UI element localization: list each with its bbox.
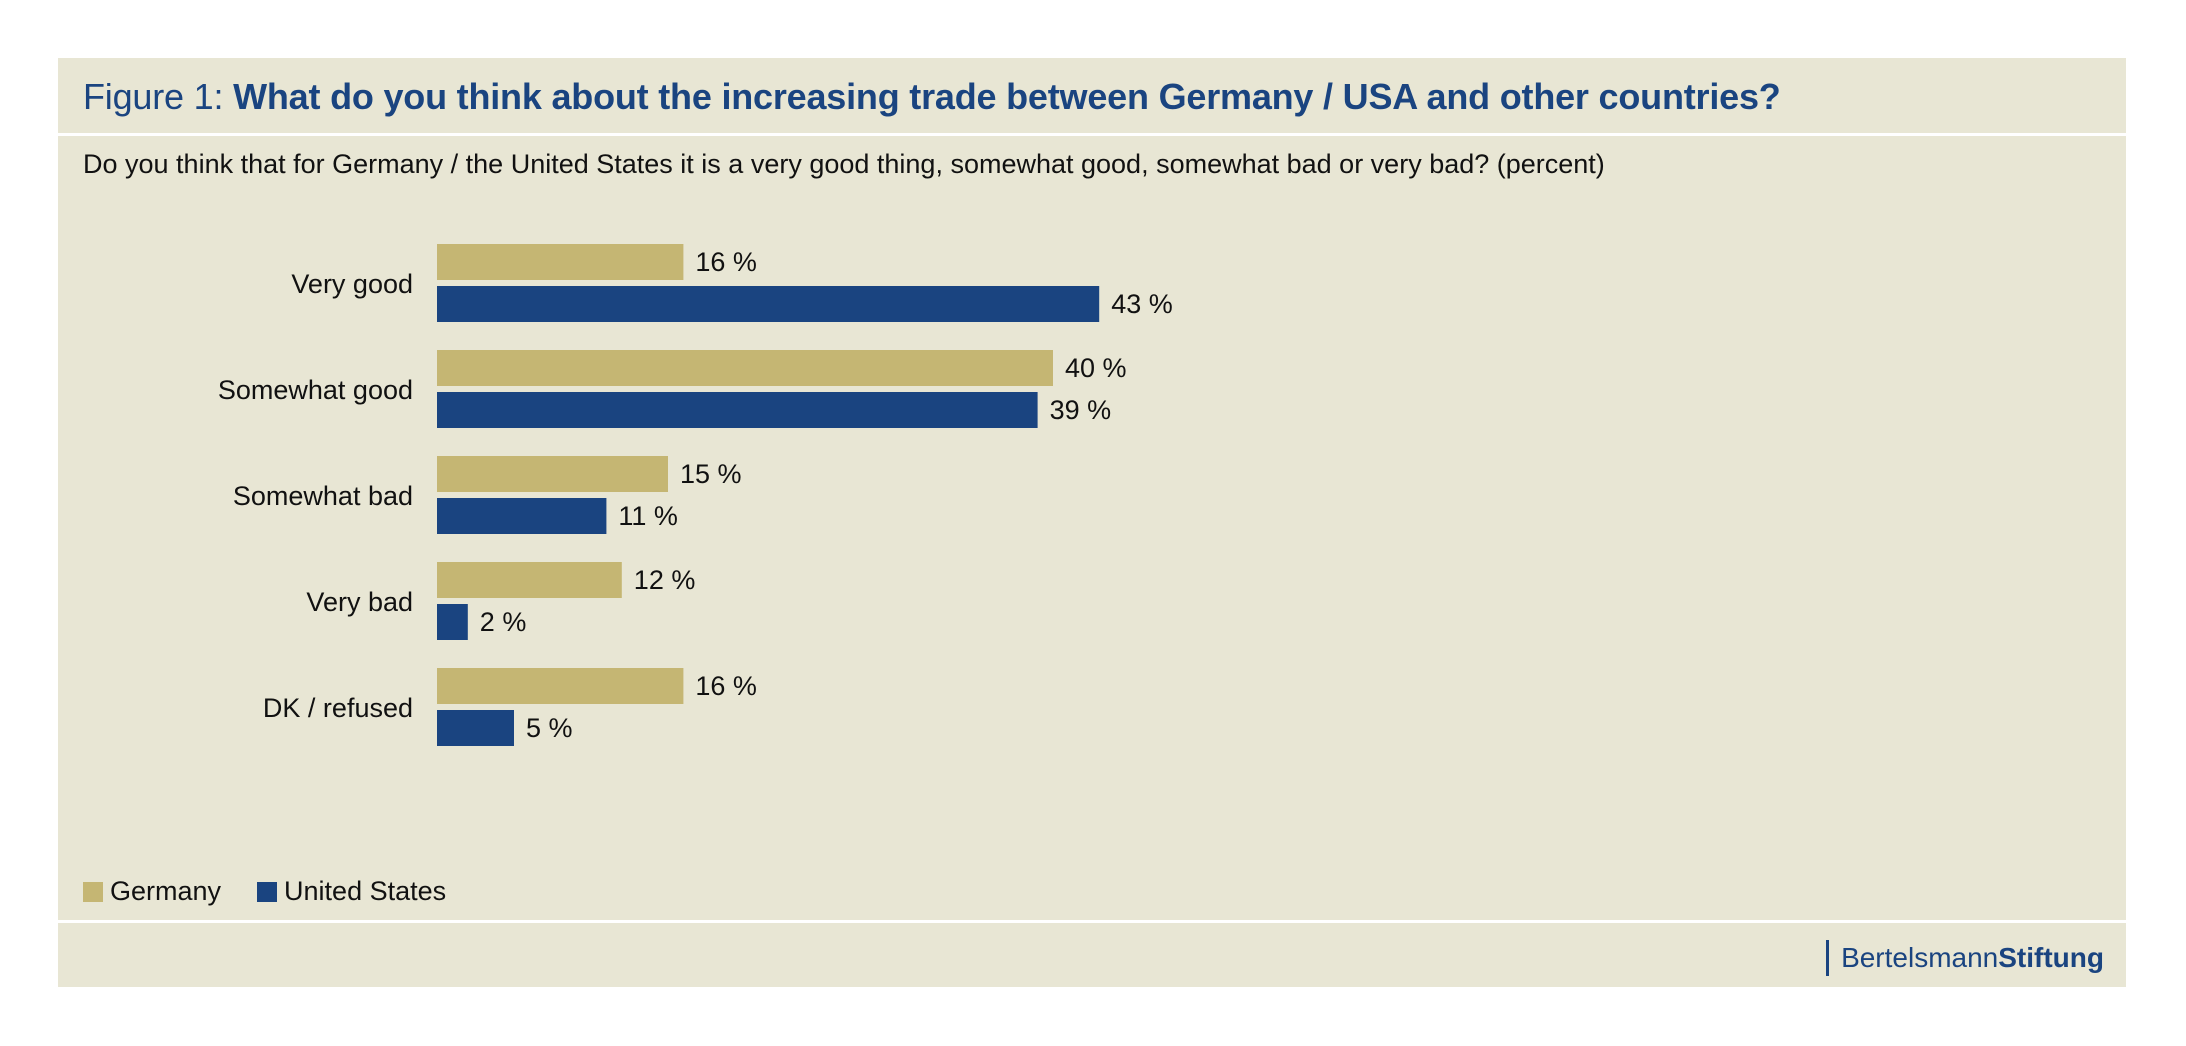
chart-legend: Germany United States bbox=[83, 876, 482, 907]
figure-title: What do you think about the increasing t… bbox=[233, 76, 1781, 117]
data-label-germany-somewhat-bad: 15 % bbox=[680, 459, 742, 489]
bertelsmann-stiftung-logo: Bertelsmann Stiftung bbox=[1826, 938, 2104, 978]
category-label-somewhat-good: Somewhat good bbox=[218, 375, 413, 405]
logo-bar bbox=[1826, 940, 1830, 976]
bar-united-states-somewhat-good bbox=[437, 392, 1038, 428]
category-label-somewhat-bad: Somewhat bad bbox=[233, 481, 413, 511]
bar-germany-somewhat-bad bbox=[437, 456, 668, 492]
legend-label-germany: Germany bbox=[110, 876, 222, 906]
data-label-germany-very-good: 16 % bbox=[695, 247, 757, 277]
data-label-united-states-very-bad: 2 % bbox=[480, 607, 527, 637]
data-label-united-states-somewhat-good: 39 % bbox=[1050, 395, 1112, 425]
legend-item-united-states: United States bbox=[257, 876, 446, 907]
category-label-very-bad: Very bad bbox=[306, 587, 413, 617]
figure-label: Figure 1: bbox=[83, 76, 224, 117]
bar-germany-very-good bbox=[437, 244, 684, 280]
bar-united-states-very-good bbox=[437, 286, 1100, 322]
legend-label-united-states: United States bbox=[284, 876, 447, 906]
bar-united-states-very-bad bbox=[437, 604, 468, 640]
logo-text-regular: Bertelsmann bbox=[1841, 942, 1999, 973]
data-label-united-states-dk-refused: 5 % bbox=[526, 713, 573, 743]
bar-germany-very-bad bbox=[437, 562, 622, 598]
bar-germany-dk-refused bbox=[437, 668, 684, 704]
logo-text-bold: Stiftung bbox=[1998, 942, 2104, 973]
category-label-dk-refused: DK / refused bbox=[263, 693, 413, 723]
title-row: Figure 1: What do you think about the in… bbox=[58, 58, 2126, 133]
footer-divider bbox=[58, 920, 2126, 923]
bar-united-states-dk-refused bbox=[437, 710, 514, 746]
chart-subtitle: Do you think that for Germany / the Unit… bbox=[83, 149, 1605, 179]
data-label-united-states-somewhat-bad: 11 % bbox=[618, 501, 678, 531]
bar-chart: Very good 16 % 43 % Somewhat good 40 % 39 % So… bbox=[218, 244, 1173, 746]
data-label-united-states-very-good: 43 % bbox=[1111, 289, 1173, 319]
data-label-germany-very-bad: 12 % bbox=[634, 565, 696, 595]
legend-swatch-united-states bbox=[257, 881, 278, 902]
figure-panel: Figure 1: What do you think about the in… bbox=[58, 58, 2126, 987]
legend-item-germany: Germany bbox=[83, 876, 221, 907]
bar-united-states-somewhat-bad bbox=[437, 498, 607, 534]
chart-title: Figure 1: What do you think about the in… bbox=[83, 76, 1781, 118]
legend-swatch-germany bbox=[83, 881, 103, 902]
category-label-very-good: Very good bbox=[291, 269, 413, 299]
title-divider bbox=[58, 133, 2126, 136]
data-label-germany-dk-refused: 16 % bbox=[695, 671, 757, 701]
bar-germany-somewhat-good bbox=[437, 350, 1053, 386]
data-label-germany-somewhat-good: 40 % bbox=[1065, 353, 1127, 383]
